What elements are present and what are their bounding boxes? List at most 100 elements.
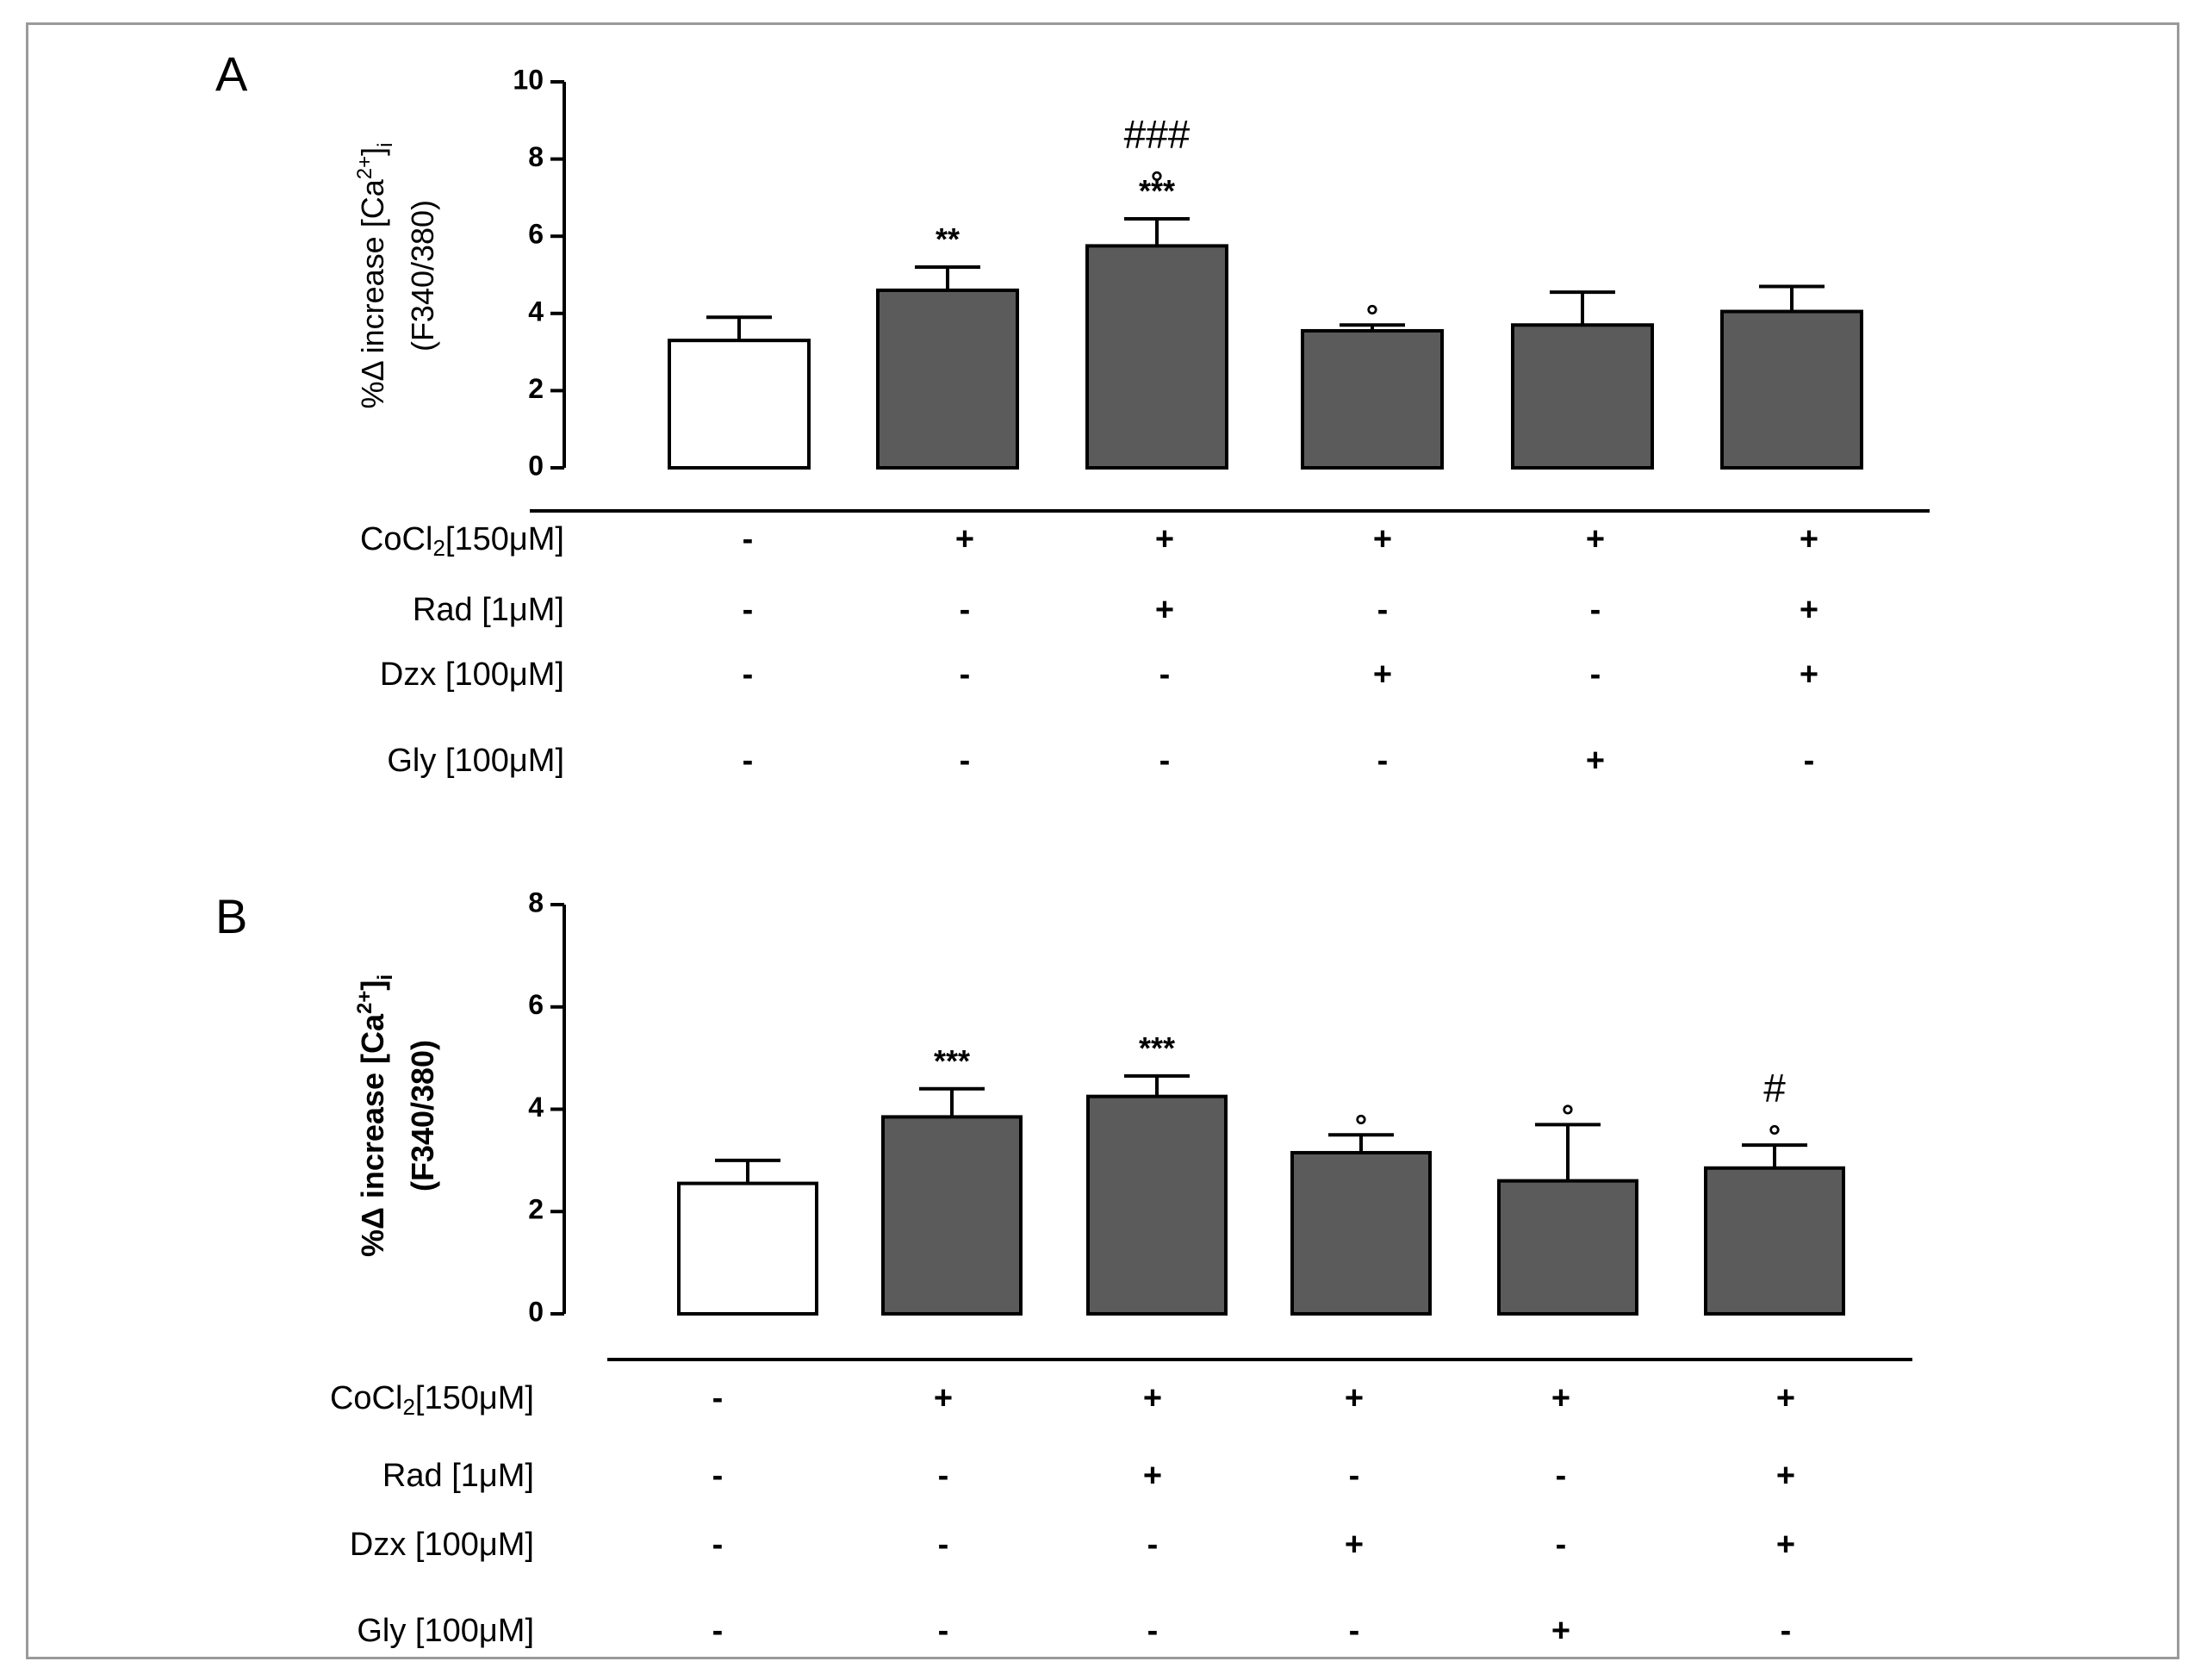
condition-minus: - [1377,592,1389,628]
condition-minus: - [960,592,971,628]
condition-minus: - [712,1380,724,1416]
condition-label: Dzx [100μM] [350,1527,534,1563]
condition-plus: + [1143,1380,1162,1416]
significance-label: *** [1139,173,1175,208]
condition-minus: - [1349,1613,1360,1649]
y-tick-label: 2 [528,373,544,404]
condition-plus: + [1155,521,1174,557]
condition-minus: - [1147,1527,1159,1563]
bar [1497,1179,1638,1316]
condition-plus: + [1345,1380,1364,1416]
panel-letter: B [215,889,247,943]
condition-minus: - [1556,1458,1567,1494]
condition-minus: - [743,656,754,693]
significance-label: ### [1124,112,1191,157]
condition-minus: - [1159,743,1171,779]
condition-minus: - [1556,1527,1567,1563]
significance-label: *** [934,1043,970,1079]
condition-minus: - [1590,656,1601,693]
significance-label: ** [936,221,960,257]
condition-plus: + [1586,743,1605,779]
y-axis-label: %Δ increase [Ca2+]i [353,974,397,1257]
condition-plus: + [934,1380,953,1416]
condition-label: CoCl2[150μM] [360,521,564,561]
significance-label: ° [1151,165,1163,200]
condition-minus: - [1147,1613,1159,1649]
condition-minus: - [743,743,754,779]
y-tick-label: 10 [513,64,544,95]
bar [1511,323,1654,470]
y-tick-label: 0 [528,450,544,481]
bar [1086,1094,1228,1316]
significance-label: ° [1769,1118,1781,1154]
bar [1720,309,1863,470]
condition-plus: + [1551,1380,1570,1416]
condition-minus: - [1377,743,1389,779]
significance-label: # [1763,1066,1786,1111]
bar [1085,244,1228,470]
chart-panel-b: B 0 2 4 6 8 %Δ increase [Ca2+]i(F340/380) *** **… [215,887,1912,1649]
condition-plus: + [1776,1458,1795,1494]
y-axis-label-line2: (F340/380) [405,1040,440,1192]
condition-minus: - [1781,1613,1792,1649]
condition-plus: + [955,521,974,557]
condition-plus: + [1373,656,1392,693]
y-tick-label: 6 [528,219,544,250]
y-axis-label: %Δ increase [Ca2+]i [353,143,397,409]
condition-minus: - [1590,592,1601,628]
condition-plus: + [1776,1380,1795,1416]
condition-minus: - [960,743,971,779]
condition-plus: + [1143,1458,1162,1494]
condition-plus: + [1345,1527,1364,1563]
condition-plus: + [1155,592,1174,628]
condition-plus: + [1776,1527,1795,1563]
condition-plus: + [1586,521,1605,557]
y-tick-label: 6 [528,989,544,1020]
condition-minus: - [743,592,754,628]
y-axis-label-line2: (F340/380) [405,200,440,352]
condition-label: Rad [1μM] [382,1458,534,1494]
y-tick-label: 2 [528,1194,544,1225]
bar [677,1181,818,1316]
condition-label: Dzx [100μM] [380,656,564,693]
condition-minus: - [1159,656,1171,693]
significance-label: ° [1366,298,1378,333]
condition-minus: - [743,521,754,557]
condition-minus: - [1349,1458,1360,1494]
condition-minus: - [938,1458,949,1494]
y-tick-label: 8 [528,141,544,172]
significance-label: ° [1355,1108,1367,1143]
significance-label: ° [1562,1098,1574,1133]
condition-minus: - [938,1613,949,1649]
y-tick-label: 4 [528,296,544,327]
condition-minus: - [938,1527,949,1563]
condition-plus: + [1800,592,1818,628]
significance-label: *** [1139,1030,1175,1066]
bar [1704,1166,1845,1316]
condition-minus: - [712,1613,724,1649]
condition-plus: + [1551,1613,1570,1649]
condition-minus: - [1804,743,1815,779]
condition-plus: + [1800,521,1818,557]
y-tick-label: 0 [528,1296,544,1327]
y-tick-label: 4 [528,1092,544,1123]
condition-label: Gly [100μM] [357,1613,534,1649]
bar [668,339,811,470]
condition-minus: - [960,656,971,693]
condition-plus: + [1800,656,1818,693]
bar [1290,1150,1432,1316]
condition-minus: - [712,1527,724,1563]
panel-letter: A [215,47,248,101]
condition-label: Rad [1μM] [413,592,564,628]
bar [876,288,1019,470]
condition-label: Gly [100μM] [387,743,564,779]
condition-plus: + [1373,521,1392,557]
bar [881,1115,1023,1316]
condition-label: CoCl2[150μM] [330,1380,534,1420]
y-tick-label: 8 [528,887,544,918]
condition-minus: - [712,1458,724,1494]
figure-frame [26,22,2179,1659]
